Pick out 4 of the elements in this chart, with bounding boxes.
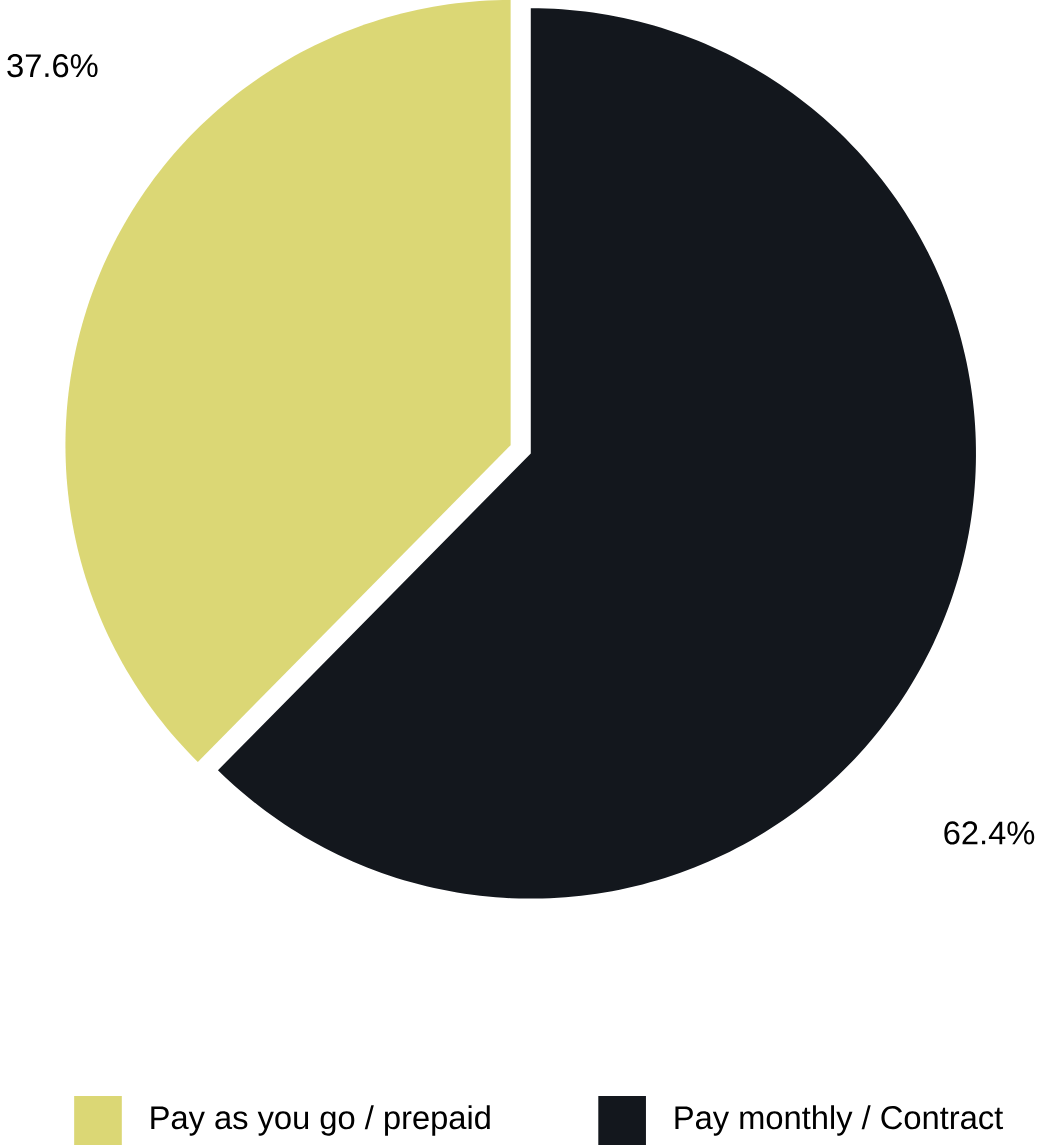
data-label: 37.6% <box>7 54 98 78</box>
legend-label: Pay monthly / Contract <box>675 1105 1003 1136</box>
data-label: 62.4% <box>944 821 1035 845</box>
legend-label: Pay as you go / prepaid <box>151 1105 490 1136</box>
